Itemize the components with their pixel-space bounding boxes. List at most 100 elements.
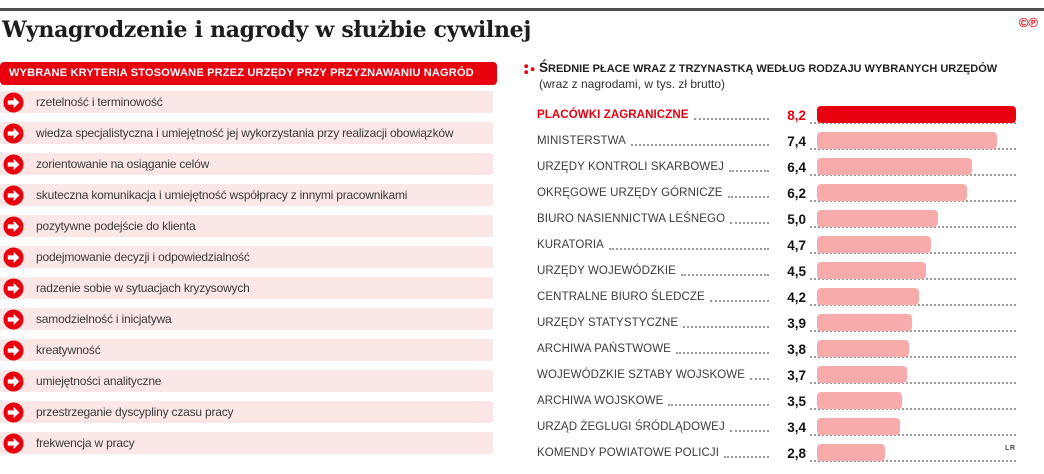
criteria-row: umiejętności analityczne bbox=[0, 370, 493, 392]
chart-value: 2,8 bbox=[787, 445, 806, 461]
criteria-label: samodzielność i inicjatywa bbox=[36, 312, 172, 326]
arrow-circle-icon bbox=[3, 92, 24, 113]
chart-subtitle: (wraz z nagrodami, w tys. zł brutto) bbox=[539, 77, 726, 91]
bar bbox=[817, 132, 997, 149]
arrow-circle-icon bbox=[3, 154, 24, 175]
criteria-row: pozytywne podejście do klienta bbox=[0, 215, 493, 237]
bar bbox=[817, 366, 907, 383]
bar bbox=[817, 262, 927, 279]
dotted-leader bbox=[750, 378, 769, 380]
bar bbox=[817, 314, 912, 331]
chart-row: ARCHIWA WOJSKOWE 3,5 bbox=[537, 388, 1016, 414]
criteria-label: umiejętności analityczne bbox=[36, 374, 162, 388]
chart-value: 3,7 bbox=[787, 367, 806, 383]
criteria-row: skuteczna komunikacja i umiejętność wspó… bbox=[0, 184, 493, 206]
dotted-leader bbox=[729, 430, 769, 432]
chart-category-label: URZĘDY KONTROLI SKARBOWEJ bbox=[537, 161, 724, 173]
bar-track bbox=[810, 414, 1016, 440]
arrow-circle-icon bbox=[3, 278, 24, 299]
bar-track bbox=[810, 258, 1016, 284]
bar-track bbox=[810, 180, 1016, 206]
criteria-list: rzetelność i terminowość wiedza specjalis… bbox=[0, 91, 497, 454]
chart-row: PLACÓWKI ZAGRANICZNE 8,2 bbox=[537, 102, 1016, 128]
dotted-leader bbox=[608, 248, 769, 250]
dotted-leader bbox=[668, 404, 769, 406]
arrow-circle-icon bbox=[3, 247, 24, 268]
dotted-leader bbox=[730, 222, 769, 224]
criteria-row: kreatywność bbox=[0, 339, 493, 361]
criteria-row: radzenie sobie w sytuacjach kryzysowych bbox=[0, 277, 493, 299]
dotted-leader bbox=[724, 456, 769, 458]
chart-rows: PLACÓWKI ZAGRANICZNE 8,2 MINISTERSTWA 7,4 UR… bbox=[524, 102, 1016, 466]
arrow-circle-icon bbox=[3, 185, 24, 206]
bar-track bbox=[810, 102, 1016, 128]
bar-track bbox=[810, 310, 1016, 336]
criteria-row: zorientowanie na osiąganie celów bbox=[0, 153, 493, 175]
chart-row: OKRĘGOWE URZĘDY GÓRNICZE 6,2 bbox=[537, 180, 1016, 206]
bar-track bbox=[810, 440, 1016, 466]
bar bbox=[817, 340, 910, 357]
bar bbox=[817, 444, 885, 461]
criteria-label: rzetelność i terminowość bbox=[36, 95, 163, 109]
bar bbox=[817, 158, 973, 175]
criteria-label: podejmowanie decyzji i odpowiedzialność bbox=[36, 250, 250, 264]
chart-category-label: MINISTERSTWA bbox=[537, 135, 626, 147]
chart-row: URZĘDY KONTROLI SKARBOWEJ 6,4 bbox=[537, 154, 1016, 180]
criteria-label: kreatywność bbox=[36, 343, 101, 357]
dots-bullet-icon bbox=[524, 63, 535, 81]
bar bbox=[817, 210, 939, 227]
arrow-circle-icon bbox=[3, 309, 24, 330]
chart-row: URZĘDY WOJEWÓDZKIE 4,5 bbox=[537, 258, 1016, 284]
bar bbox=[817, 418, 900, 435]
chart-category-label: WOJEWÓDZKIE SZTABY WOJSKOWE bbox=[537, 369, 746, 381]
bar bbox=[817, 392, 902, 409]
criteria-label: frekwencja w pracy bbox=[36, 436, 135, 450]
criteria-row: podejmowanie decyzji i odpowiedzialność bbox=[0, 246, 493, 268]
dotted-leader bbox=[680, 274, 769, 276]
chart-value: 8,2 bbox=[787, 107, 806, 123]
dotted-leader bbox=[675, 352, 769, 354]
chart-value: 6,4 bbox=[787, 159, 806, 175]
criteria-row: frekwencja w pracy bbox=[0, 432, 493, 454]
bar-track bbox=[810, 154, 1016, 180]
criteria-row: wiedza specjalistyczna i umiejętność jej… bbox=[0, 122, 493, 144]
top-divider bbox=[0, 8, 1044, 11]
chart-category-label: OKRĘGOWE URZĘDY GÓRNICZE bbox=[537, 187, 723, 199]
bar-track bbox=[810, 284, 1016, 310]
criteria-row: rzetelność i terminowość bbox=[0, 91, 493, 113]
chart-row: MINISTERSTWA 7,4 bbox=[537, 128, 1016, 154]
chart-row: URZĄD ŻEGLUGI ŚRÓDLĄDOWEJ 3,4 bbox=[537, 414, 1016, 440]
dotted-leader bbox=[693, 118, 769, 120]
page-title: Wynagrodzenie i nagrody w służbie cywiln… bbox=[2, 17, 532, 43]
chart-value: 4,5 bbox=[787, 263, 806, 279]
dotted-leader bbox=[630, 144, 769, 146]
chart-row: ARCHIWA PAŃSTWOWE 3,8 bbox=[537, 336, 1016, 362]
bar-track bbox=[810, 128, 1016, 154]
criteria-section: WYBRANE KRYTERIA STOSOWANE PRZEZ URZĘDY … bbox=[0, 62, 497, 463]
chart-section: ŚREDNIE PŁACE WRAZ Z TRZYNASTKĄ WEDŁUG R… bbox=[524, 60, 1016, 466]
bar-track bbox=[810, 362, 1016, 388]
bar-track bbox=[810, 206, 1016, 232]
chart-value: 3,5 bbox=[787, 393, 806, 409]
chart-header: ŚREDNIE PŁACE WRAZ Z TRZYNASTKĄ WEDŁUG R… bbox=[524, 60, 1016, 91]
criteria-header: WYBRANE KRYTERIA STOSOWANE PRZEZ URZĘDY … bbox=[0, 62, 497, 85]
bar-track bbox=[810, 232, 1016, 258]
chart-category-label: CENTRALNE BIURO ŚLEDCZE bbox=[537, 291, 705, 303]
bar bbox=[817, 288, 919, 305]
chart-category-label: ARCHIWA PAŃSTWOWE bbox=[537, 343, 671, 355]
credit-label: LR bbox=[1005, 445, 1016, 452]
chart-value: 7,4 bbox=[787, 133, 806, 149]
dotted-leader bbox=[709, 300, 769, 302]
copyright-icons: ©℗ bbox=[1018, 15, 1038, 30]
arrow-circle-icon bbox=[3, 433, 24, 454]
chart-row: CENTRALNE BIURO ŚLEDCZE 4,2 bbox=[537, 284, 1016, 310]
dotted-leader bbox=[727, 196, 769, 198]
chart-head-text: ŚREDNIE PŁACE WRAZ Z TRZYNASTKĄ WEDŁUG R… bbox=[539, 60, 997, 91]
bar-track bbox=[810, 388, 1016, 414]
bar bbox=[817, 106, 1016, 123]
criteria-label: radzenie sobie w sytuacjach kryzysowych bbox=[36, 281, 250, 295]
bar-track bbox=[810, 336, 1016, 362]
chart-category-label: ARCHIWA WOJSKOWE bbox=[537, 395, 664, 407]
criteria-label: wiedza specjalistyczna i umiejętność jej… bbox=[36, 126, 454, 140]
